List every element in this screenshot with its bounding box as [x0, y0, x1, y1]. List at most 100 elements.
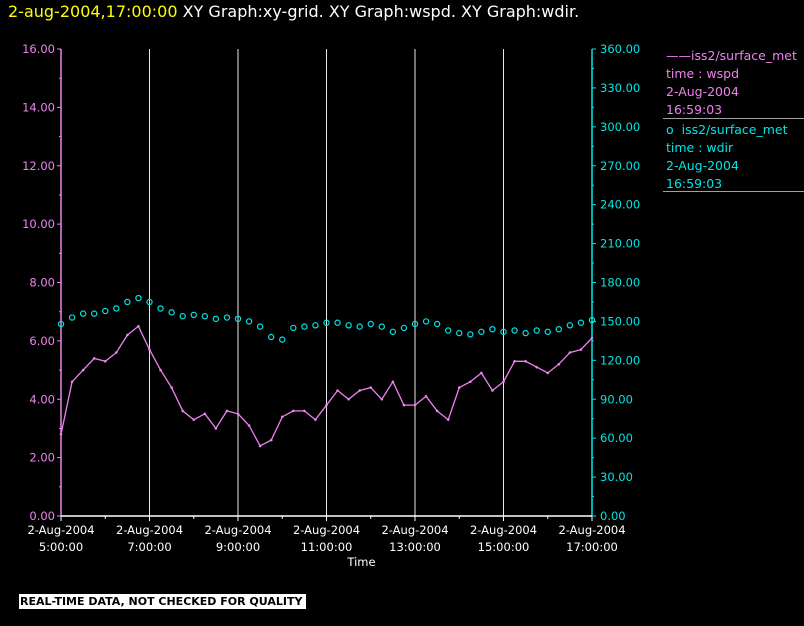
legend-wdir: o iss2/surface_met time : wdir 2-Aug-200… [666, 121, 788, 193]
right-y-tick-label: 60.00 [600, 431, 633, 445]
wdir-data-point [467, 331, 474, 338]
wspd-data-point [92, 357, 96, 360]
wdir-data-point [566, 322, 574, 329]
wdir-data-point [190, 311, 197, 319]
wspd-data-point [103, 360, 107, 363]
wspd-data-point [258, 444, 262, 448]
x-tick-label-time: 17:00:00 [566, 540, 618, 554]
wspd-data-point [225, 409, 229, 413]
right-y-tick-label: 300.00 [600, 120, 640, 134]
wspd-data-point [413, 403, 417, 407]
wdir-data-point [90, 310, 98, 317]
wspd-data-point [280, 415, 284, 419]
wspd-data-point [214, 427, 218, 430]
wdir-data-point [378, 323, 386, 330]
right-y-tick-label: 240.00 [600, 198, 640, 212]
wspd-data-point [192, 418, 196, 421]
x-tick-label-time: 13:00:00 [389, 540, 441, 554]
wspd-data-point [203, 412, 207, 416]
wdir-data-point [356, 323, 363, 330]
left-y-tick-label: 4.00 [29, 392, 55, 406]
left-y-tick-label: 0.00 [29, 509, 55, 523]
wspd-data-point [181, 409, 184, 413]
x-tick-label-date: 2-Aug-2004 [381, 523, 448, 537]
wdir-data-point [279, 336, 286, 343]
wdir-data-point [478, 328, 485, 335]
wspd-data-point [579, 348, 583, 351]
wspd-data-point [115, 351, 118, 354]
legend-wspd-source: iss2/surface_met [691, 48, 797, 63]
wdir-data-point [201, 313, 209, 320]
wspd-data-point [590, 336, 594, 340]
wspd-data-point [369, 386, 373, 389]
wspd-data-point [391, 380, 395, 384]
wdir-data-point [245, 318, 253, 325]
wspd-data-point [535, 365, 538, 369]
right-y-tick-label: 330.00 [600, 81, 640, 95]
wspd-data-point [457, 386, 461, 389]
wdir-data-point [212, 315, 220, 323]
wdir-data-point [400, 324, 408, 332]
wdir-data-point [533, 327, 540, 334]
wdir-data-point [588, 316, 596, 324]
wspd-data-point [148, 348, 151, 351]
left-y-tick-label: 16.00 [22, 42, 55, 56]
wdir-data-point [113, 305, 120, 312]
wspd-data-point [568, 351, 572, 354]
x-tick-label-time: 5:00:00 [39, 540, 83, 554]
wdir-data-point [489, 326, 496, 333]
wspd-data-point [502, 380, 505, 384]
x-tick-label-date: 2-Aug-2004 [293, 523, 360, 537]
left-y-tick-label: 10.00 [22, 217, 55, 231]
wdir-data-point [312, 322, 319, 329]
right-y-tick-label: 210.00 [600, 237, 640, 251]
legend-wspd-marker: —— [666, 48, 691, 63]
title-timestamp: 2-aug-2004,17:00:00 [8, 2, 178, 21]
wspd-data-point [435, 409, 439, 413]
wdir-data-point [411, 320, 419, 328]
wdir-data-point [323, 319, 330, 326]
wdir-data-point [367, 320, 374, 328]
wdir-data-point [577, 319, 585, 326]
wdir-data-point [433, 320, 441, 328]
wdir-data-point [389, 328, 397, 335]
title-graphs: XY Graph:xy-grid. XY Graph:wspd. XY Grap… [182, 2, 580, 21]
left-y-tick-label: 12.00 [22, 159, 55, 173]
legend-wspd: ——iss2/surface_met time : wspd 2-Aug-200… [666, 47, 797, 119]
wdir-data-point [223, 314, 231, 321]
legend-wdir-date: 2-Aug-2004 [666, 158, 739, 173]
wdir-data-point [157, 305, 164, 312]
legend-wdir-var: time : wdir [666, 140, 734, 155]
legend-wdir-time: 16:59:03 [666, 176, 723, 191]
wspd-data-point [81, 368, 85, 372]
right-y-tick-label: 270.00 [600, 159, 640, 173]
left-y-tick-label: 6.00 [29, 334, 55, 348]
wdir-data-point [146, 298, 153, 306]
wdir-data-point [256, 323, 264, 330]
legend-wdir-source: iss2/surface_met [681, 122, 788, 137]
wspd-data-point [347, 397, 350, 401]
right-y-tick-label: 120.00 [600, 353, 640, 367]
x-tick-label-time: 15:00:00 [478, 540, 530, 554]
wdir-data-point [555, 326, 563, 333]
wspd-data-point [236, 412, 240, 416]
wspd-data-point [557, 362, 561, 366]
x-axis-label: Time [346, 555, 375, 569]
wspd-data-point [325, 403, 328, 407]
wdir-data-point [135, 294, 142, 302]
wdir-data-point [456, 329, 463, 337]
x-tick-label-date: 2-Aug-2004 [116, 523, 183, 537]
wspd-data-point [402, 403, 406, 407]
wspd-data-point [446, 418, 450, 421]
left-y-tick-label: 14.00 [22, 100, 55, 114]
wspd-data-point [247, 424, 251, 427]
wspd-data-point [70, 380, 74, 384]
wspd-data-point [126, 333, 129, 337]
wdir-data-point [301, 323, 308, 330]
wdir-data-point [511, 327, 518, 334]
x-tick-label-time: 11:00:00 [301, 540, 353, 554]
chart-title: 2-aug-2004,17:00:00 XY Graph:xy-grid. XY… [8, 2, 579, 21]
x-tick-label-date: 2-Aug-2004 [204, 523, 271, 537]
wdir-data-point [444, 327, 452, 334]
